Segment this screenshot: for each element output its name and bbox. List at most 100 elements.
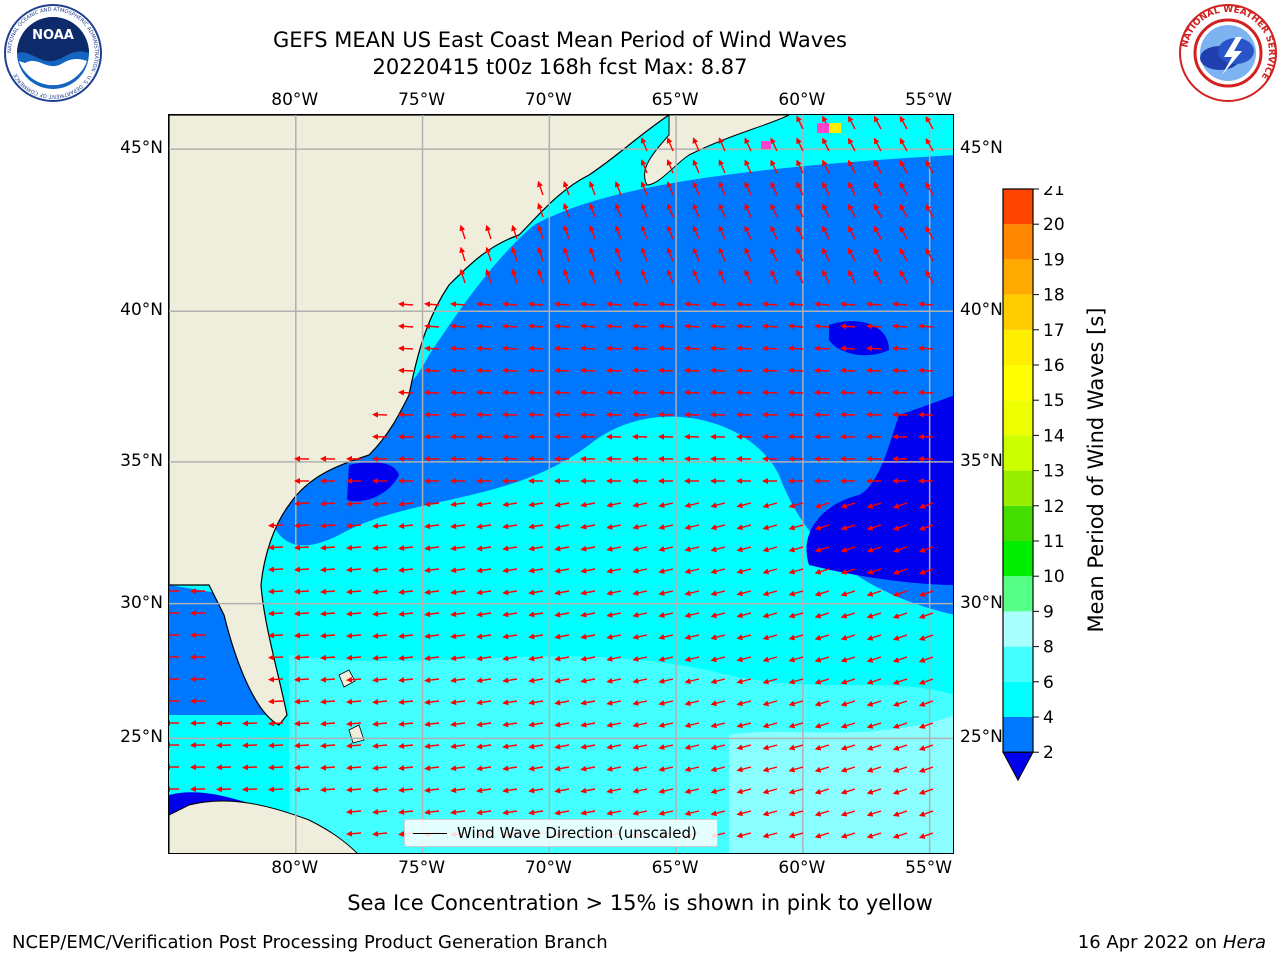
wind-wave-arrow <box>814 323 830 330</box>
wind-wave-arrow <box>424 633 440 640</box>
colorbar-segment <box>1003 470 1033 506</box>
wind-wave-arrow <box>866 345 882 352</box>
wind-wave-arrow <box>866 700 882 707</box>
wind-wave-arrow <box>372 500 388 507</box>
wind-wave-arrow <box>320 742 336 749</box>
wind-wave-arrow <box>502 567 518 574</box>
wind-wave-arrow <box>640 203 648 218</box>
wind-wave-arrow <box>710 722 726 729</box>
wind-wave-arrow <box>762 502 778 509</box>
wind-wave-arrow <box>424 567 440 574</box>
wind-wave-arrow <box>528 721 544 728</box>
wind-wave-arrow <box>736 678 752 685</box>
wind-wave-arrow <box>398 323 414 330</box>
wind-wave-arrow <box>762 367 778 374</box>
wind-wave-arrow <box>476 721 492 728</box>
wind-wave-arrow <box>372 522 388 529</box>
wind-wave-arrow <box>528 787 544 794</box>
wind-wave-arrow <box>528 367 544 374</box>
wind-wave-arrow <box>502 677 518 684</box>
wind-wave-arrow <box>684 389 700 396</box>
wind-wave-arrow <box>346 654 362 661</box>
wind-wave-arrow <box>476 567 492 574</box>
wind-wave-arrow <box>528 523 544 530</box>
colorbar-segment <box>1003 646 1033 682</box>
wind-wave-arrow <box>848 137 856 152</box>
wind-wave-arrow <box>502 787 518 794</box>
wind-wave-arrow <box>320 654 336 661</box>
wind-wave-arrow <box>294 698 310 705</box>
axis-tick-label: 65°W <box>651 858 699 878</box>
wind-wave-arrow <box>892 766 908 773</box>
wind-wave-arrow <box>918 744 934 751</box>
wind-wave-arrow <box>918 345 934 352</box>
wind-wave-arrow <box>736 788 752 795</box>
wind-wave-arrow <box>632 567 648 574</box>
wind-wave-arrow <box>450 611 466 618</box>
wind-wave-arrow <box>294 522 310 529</box>
wind-wave-arrow <box>502 345 518 352</box>
wind-wave-arrow <box>892 345 908 352</box>
wind-wave-arrow <box>372 808 388 815</box>
wind-wave-arrow <box>450 655 466 662</box>
wind-wave-arrow <box>788 810 804 817</box>
gulf-period-2-4 <box>169 585 269 715</box>
wind-wave-arrow <box>294 720 310 727</box>
wind-wave-arrow <box>684 700 700 706</box>
wind-wave-arrow <box>814 301 830 308</box>
colorbar-segment <box>1003 329 1033 365</box>
wind-wave-arrow <box>710 766 726 773</box>
wind-wave-arrow <box>822 137 830 152</box>
wind-wave-arrow <box>892 568 908 575</box>
wind-wave-arrow <box>485 268 492 284</box>
wind-wave-arrow <box>528 589 544 596</box>
wind-wave-arrow <box>502 589 518 596</box>
wind-wave-arrow <box>814 634 830 641</box>
wind-wave-arrow <box>840 524 856 531</box>
wind-wave-arrow <box>424 677 440 684</box>
colorbar-tick-label: 16 <box>1043 356 1065 376</box>
wind-wave-arrow <box>840 788 856 795</box>
wind-wave-arrow <box>918 502 934 509</box>
wind-wave-arrow <box>606 389 622 396</box>
wind-wave-arrow <box>658 568 674 574</box>
wind-wave-arrow <box>899 159 908 174</box>
wind-wave-arrow <box>580 567 596 574</box>
wind-wave-arrow <box>899 203 908 218</box>
wind-wave-arrow <box>528 655 544 662</box>
wind-wave-arrow <box>476 589 492 596</box>
wind-wave-arrow <box>866 722 882 729</box>
wind-wave-arrow <box>632 787 648 794</box>
wind-wave-arrow <box>918 788 934 795</box>
wind-wave-arrow <box>710 301 726 308</box>
wind-wave-arrow <box>459 224 466 240</box>
wind-wave-arrow <box>424 589 440 596</box>
colorbar: 2 4 6 8 9 10 11 12 13 14 15 16 17 18 19 20 21 <box>1000 180 1080 790</box>
wind-wave-arrow <box>892 367 908 374</box>
wind-wave-arrow <box>320 500 336 507</box>
wind-wave-arrow <box>320 676 336 683</box>
wind-wave-arrow <box>640 225 648 240</box>
wind-wave-arrow <box>736 524 752 531</box>
wind-wave-arrow <box>710 546 726 553</box>
wind-wave-arrow <box>606 323 622 330</box>
wind-wave-arrow <box>398 345 414 352</box>
date-stamp: 16 Apr 2022 on Hera <box>1078 932 1266 954</box>
wind-wave-arrow <box>840 744 856 751</box>
wind-wave-arrow <box>632 367 648 374</box>
wind-wave-arrow <box>268 720 284 727</box>
wind-wave-arrow <box>450 501 466 508</box>
wind-wave-arrow <box>554 655 570 662</box>
wind-wave-arrow <box>320 786 336 793</box>
wind-wave-arrow <box>762 700 778 707</box>
wind-wave-arrow <box>658 590 674 596</box>
wind-wave-arrow <box>606 501 622 508</box>
wind-wave-arrow <box>346 500 362 507</box>
wind-wave-arrow <box>346 632 362 639</box>
wind-wave-arrow <box>537 202 544 218</box>
wind-wave-arrow <box>892 700 908 707</box>
wind-wave-arrow <box>814 700 830 707</box>
axis-tick-label: 70°W <box>524 90 572 110</box>
wind-wave-arrow <box>892 524 908 531</box>
wind-wave-arrow <box>424 523 440 530</box>
